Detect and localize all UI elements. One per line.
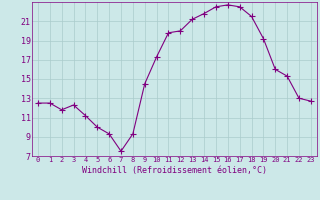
X-axis label: Windchill (Refroidissement éolien,°C): Windchill (Refroidissement éolien,°C) bbox=[82, 166, 267, 175]
